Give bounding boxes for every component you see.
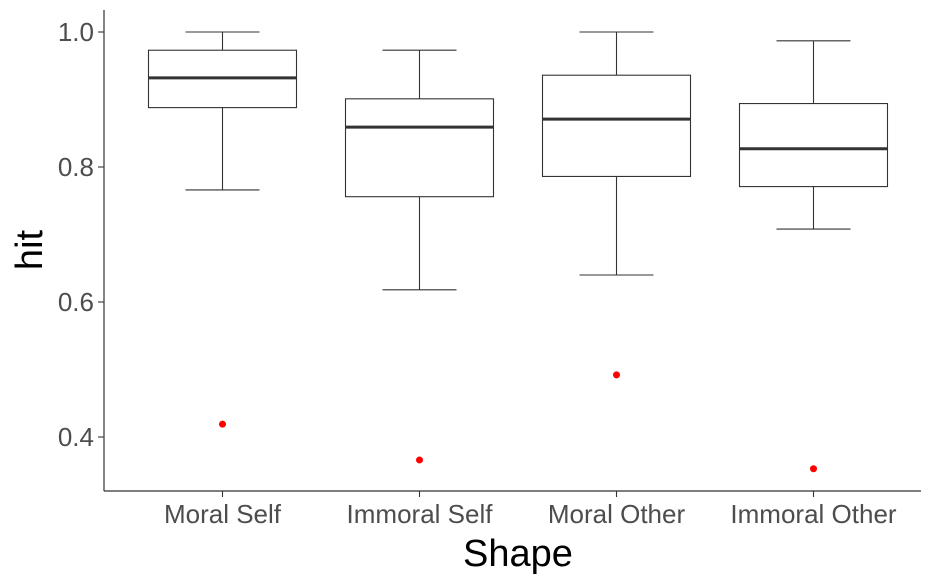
y-tick-label: 1.0 [58, 17, 94, 47]
box-iqr [738, 103, 889, 188]
box-iqr [344, 98, 495, 198]
box-group [344, 49, 495, 464]
outlier-point [613, 371, 620, 379]
x-axis-title: Shape [463, 533, 573, 575]
y-axis-title: hit [9, 229, 51, 270]
y-tick-label: 0.6 [58, 287, 94, 317]
x-tick-label: Immoral Self [347, 499, 494, 529]
outlier-point [810, 465, 817, 473]
x-axis-ticks: Moral Self Immoral Self Moral Other Immoral… [164, 491, 897, 529]
x-tick-label: Moral Self [164, 499, 282, 529]
x-tick-label: Moral Other [548, 499, 686, 529]
outlier-point [416, 456, 423, 464]
outlier-point [219, 420, 226, 428]
box-group [147, 31, 298, 428]
plot-marks [147, 31, 889, 473]
box-group [541, 31, 692, 379]
y-tick-label: 0.8 [58, 152, 94, 182]
y-axis-ticks: 0.4 0.6 0.8 1.0 [58, 17, 104, 452]
x-tick-label: Immoral Other [730, 499, 896, 529]
box-iqr [541, 74, 692, 177]
y-tick-label: 0.4 [58, 422, 94, 452]
box-group [738, 40, 889, 473]
